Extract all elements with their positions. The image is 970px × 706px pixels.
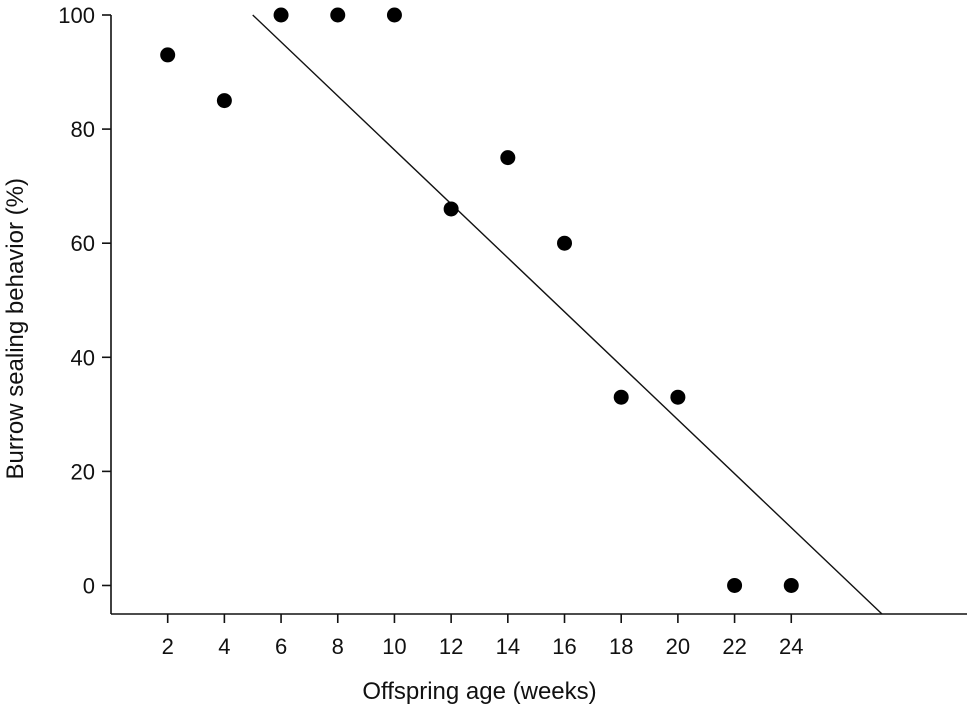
data-point (330, 7, 346, 23)
data-point (670, 389, 686, 405)
x-tick-label: 10 (382, 634, 406, 659)
x-tick-label: 4 (218, 634, 230, 659)
x-tick-label: 2 (162, 634, 174, 659)
y-axis-title: Burrow sealing behavior (%) (2, 178, 29, 479)
x-tick-label: 6 (275, 634, 287, 659)
x-tick-label: 8 (332, 634, 344, 659)
x-tick-label: 14 (496, 634, 520, 659)
data-point (216, 93, 232, 109)
x-tick-label: 16 (552, 634, 576, 659)
data-points (160, 7, 799, 593)
data-point (500, 150, 516, 166)
x-tick-label: 18 (609, 634, 633, 659)
trend-line (252, 14, 883, 615)
y-tick-label: 0 (83, 573, 95, 598)
axes (110, 15, 967, 615)
x-tick-label: 20 (666, 634, 690, 659)
y-tick-label: 40 (71, 345, 95, 370)
x-axis-ticks: 2 4 6 8 10 12 14 16 18 20 22 24 (162, 614, 804, 659)
data-point (557, 235, 573, 251)
x-tick-label: 22 (722, 634, 746, 659)
y-tick-label: 80 (71, 117, 95, 142)
x-axis-title: Offspring age (weeks) (362, 678, 596, 705)
x-tick-label: 24 (779, 634, 803, 659)
y-tick-label: 20 (71, 459, 95, 484)
x-tick-label: 12 (439, 634, 463, 659)
data-point (783, 577, 799, 593)
data-point (727, 577, 743, 593)
data-point (273, 7, 289, 23)
trend-line-layer (252, 14, 883, 615)
data-point (443, 201, 459, 217)
data-point (386, 7, 402, 23)
y-tick-label: 60 (71, 231, 95, 256)
data-point (160, 47, 176, 63)
data-point (613, 389, 629, 405)
y-tick-label: 100 (58, 3, 95, 28)
y-axis-ticks: 0 20 40 60 80 100 (58, 3, 111, 598)
